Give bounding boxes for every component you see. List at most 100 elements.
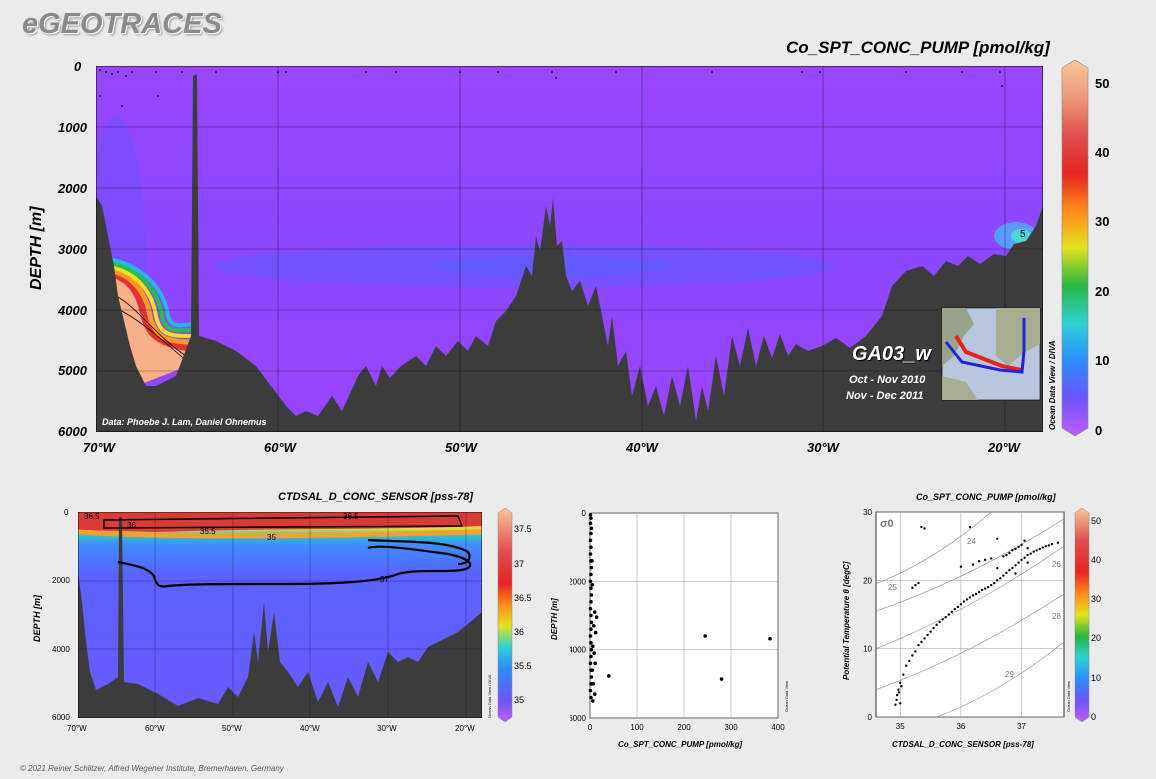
br-point [894,703,897,706]
bm-ytick: 6000 [570,714,587,723]
main-ytick-1: 1000 [58,120,87,135]
bl-contour-label-0: 36.5 [84,512,100,521]
br-point [999,577,1002,580]
bl-xtick-0: 70°W [67,724,87,733]
bm-point [593,661,597,666]
main-ytick-0: 0 [74,59,82,74]
bm-point [591,644,595,649]
main-ytick-6: 6000 [58,424,87,439]
bm-xtick: 200 [677,723,691,732]
br-point [923,527,926,530]
main-xtick-0: 70°W [83,440,115,455]
br-point [1005,553,1008,557]
br-point [990,557,993,560]
bl-ylabel: DEPTH [m] [32,595,42,642]
bl-xtick-2: 50°W [222,724,242,733]
bm-point [590,582,595,587]
bm-xtick: 100 [630,723,644,732]
br-point [1005,571,1008,575]
br-point [920,640,923,644]
bm-ytick: 4000 [570,646,587,655]
br-point [911,654,914,657]
br-odv-credit: Ocean Data View [1066,680,1071,712]
bm-point [588,634,593,638]
br-point [1002,555,1005,558]
br-point [1014,547,1017,551]
br-point [1029,552,1032,555]
br-colorbar [1074,508,1090,722]
br-isopycnal [875,593,1065,690]
sample-stations [99,69,1003,107]
bm-point [589,531,593,536]
bl-xtick-5: 20°W [455,724,475,733]
bl-xtick-3: 40°W [300,724,320,733]
bm-point [703,634,707,638]
bl-cbar-tick-3: 36 [514,627,525,637]
br-plot-area [875,511,1065,718]
br-point [947,613,950,616]
br-point [968,596,972,599]
br-cbar-tick-1: 40 [1091,555,1102,565]
br-ts-diagram: 35 36 37 0 10 20 30 [863,508,1065,731]
br-point [971,563,975,566]
br-point [959,603,963,606]
bm-ytick: 0 [582,509,587,518]
br-point [1041,546,1044,549]
main-ytick-3: 3000 [58,242,87,257]
cruise-dates-2: Nov - Dec 2011 [846,390,924,402]
br-xlabel: CTDSAL_D_CONC_SENSOR [pss-78] [892,740,1034,749]
bl-cbar-tick-1: 37 [514,559,525,569]
br-point [923,637,926,640]
br-cbar-tick-0: 50 [1091,516,1102,526]
br-point [896,693,899,697]
br-point [1008,551,1011,555]
br-point [895,698,898,702]
data-credit: Data: Phoebe J. Lam, Daniel Ohnemus [102,417,267,427]
bm-point [589,586,593,590]
br-point [968,525,972,529]
br-point [917,644,920,647]
bl-ytick-2: 4000 [52,645,70,654]
br-point [941,618,944,621]
br-ytick: 0 [868,713,873,722]
br-point [914,583,917,587]
bm-point [588,606,593,611]
br-isopycnal [875,545,1065,649]
br-point [1047,544,1051,547]
bl-contours [103,515,472,588]
br-point [1020,558,1023,562]
br-point [1050,542,1054,546]
main-contour-label: 5 [1020,229,1026,240]
bm-point [589,593,594,597]
br-point [1056,541,1060,544]
br-point [959,565,963,568]
br-point [993,581,996,585]
br-point [1011,549,1014,552]
br-point [899,702,902,705]
main-title: Co_SPT_CONC_PUMP [pmol/kg] [786,38,1050,57]
br-point [902,673,905,676]
main-cbar-tick-40: 40 [1095,145,1110,160]
main-ytick-2: 2000 [58,181,87,196]
bm-xtick: 400 [771,723,785,732]
br-isopycnal [875,511,992,585]
bm-point [592,692,597,696]
bm-point [768,636,772,641]
bm-point [588,688,593,693]
br-point [1020,543,1023,546]
bm-point [589,565,594,570]
br-point [929,630,932,633]
br-point [897,691,901,694]
bm-point [589,654,593,659]
bm-point [593,630,598,635]
main-ytick-5: 5000 [58,363,87,378]
br-cbar-tick-4: 10 [1091,673,1102,683]
bm-point [591,682,596,686]
br-point [1038,547,1041,551]
bl-contour-label-5: 36.5 [343,512,359,521]
br-point [1023,539,1026,542]
bm-point [590,668,595,672]
bm-point [588,661,593,666]
bm-ylabel: DEPTH [m] [550,598,559,640]
br-cbar-tick-2: 30 [1091,594,1102,604]
